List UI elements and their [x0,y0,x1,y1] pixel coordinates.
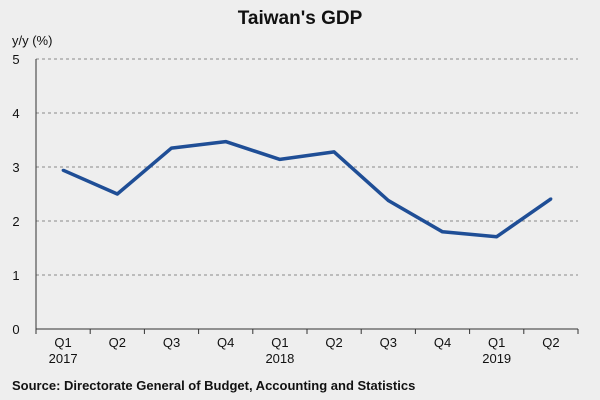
y-tick-label: 3 [12,160,19,175]
data-point [495,235,499,239]
y-tick-label: 4 [12,106,19,121]
data-point [386,198,390,202]
series-layer [61,139,553,239]
data-point [61,168,65,172]
tick-labels: 0 1 2 3 4 5 Q1 Q2 Q3 Q4 Q1 Q2 Q3 Q4 Q1 Q2 2017 2018 2019 [12,52,559,366]
x-tick-label: Q1 [54,335,71,350]
y-tick-label: 1 [12,268,19,283]
y-tick-label: 2 [12,214,19,229]
data-point [115,192,119,196]
x-tick-label: Q1 [271,335,288,350]
data-point [278,157,282,161]
x-tick-label: Q1 [488,335,505,350]
x-tick-label: Q4 [217,335,234,350]
x-tick-label: Q3 [380,335,397,350]
x-tick-label: Q2 [325,335,342,350]
data-point [332,150,336,154]
x-tick-label: Q4 [434,335,451,350]
y-tick-label: 5 [12,52,19,67]
series-line-gdp [62,139,552,239]
x-tick-label: Q2 [542,335,559,350]
source-note: Source: Directorate General of Budget, A… [12,378,415,393]
x-tick-label: Q2 [109,335,126,350]
data-point [441,230,444,234]
data-point [224,140,228,144]
x-year-label: 2019 [482,351,511,366]
data-point [170,146,173,150]
x-year-label: 2018 [265,351,294,366]
y-tick-label: 0 [12,322,19,337]
chart-title: Taiwan's GDP [238,8,363,29]
y-axis-unit-label: y/y (%) [12,33,52,48]
x-year-label: 2017 [49,351,78,366]
data-point [549,197,553,201]
axes [35,59,579,334]
x-tick-label: Q3 [163,335,180,350]
gridlines [36,58,578,276]
